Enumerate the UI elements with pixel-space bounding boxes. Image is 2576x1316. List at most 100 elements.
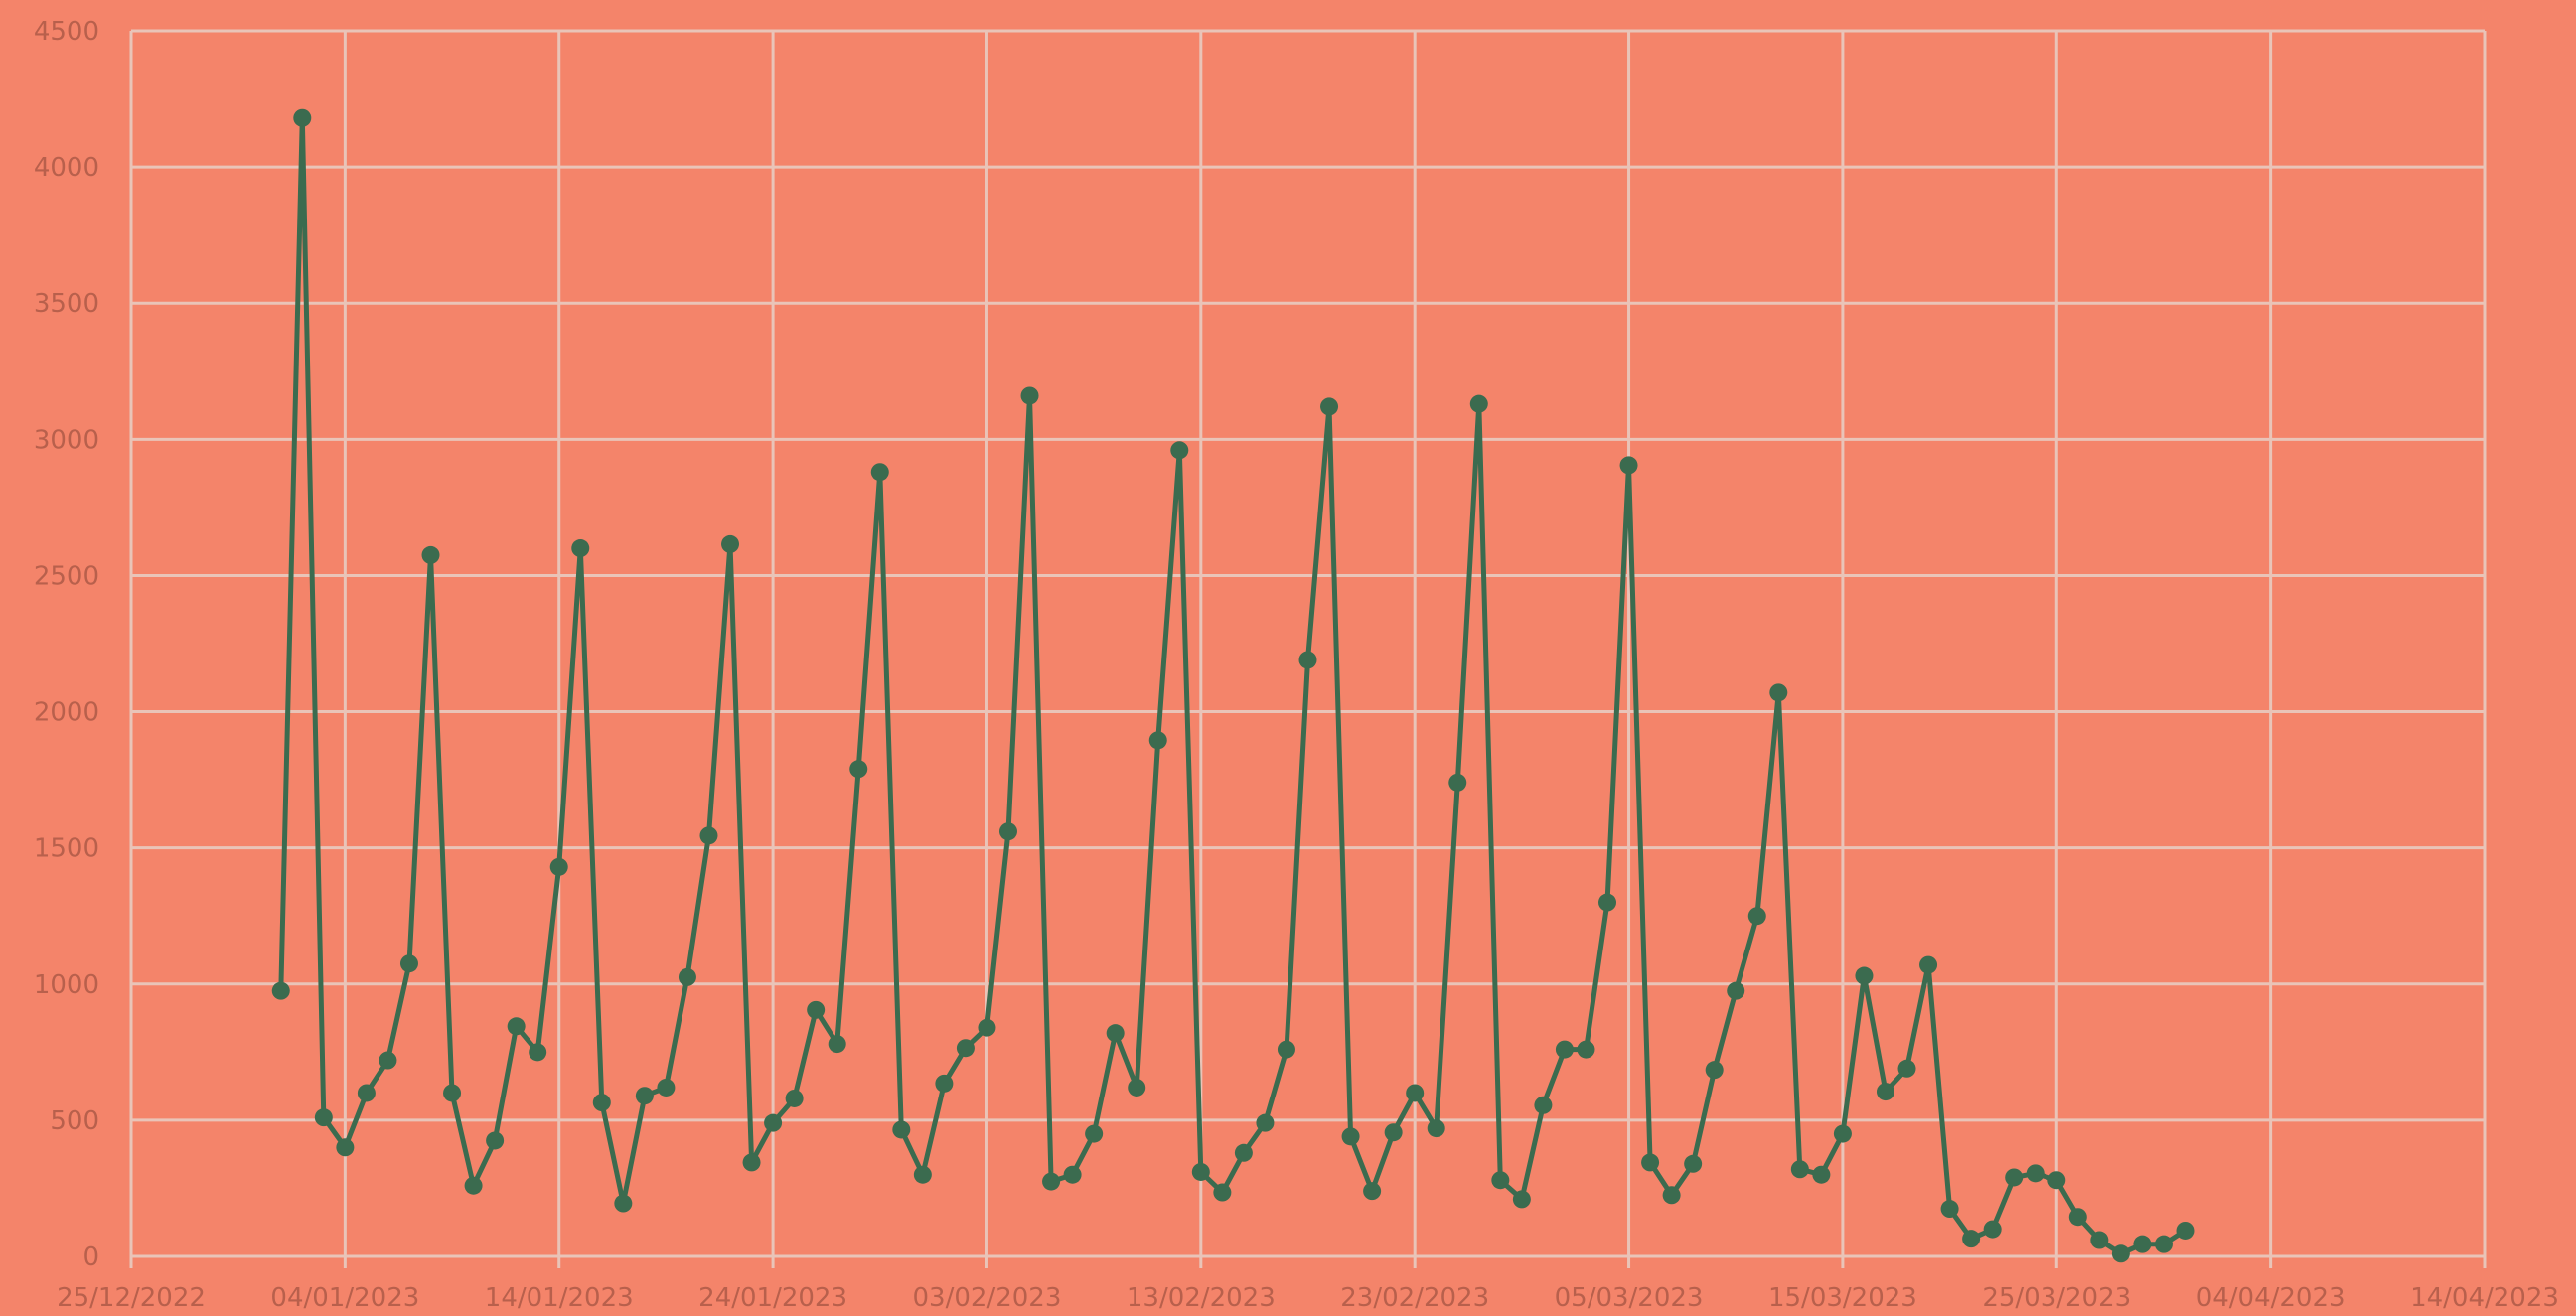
y-tick-label: 2000 [34, 698, 99, 728]
x-tick-label: 03/02/2023 [913, 1283, 1062, 1313]
point [421, 545, 440, 564]
point [1555, 1040, 1574, 1059]
point [1448, 773, 1467, 792]
point [635, 1087, 654, 1105]
point [1128, 1078, 1146, 1097]
point [935, 1074, 954, 1093]
x-tick-label: 15/03/2023 [1768, 1283, 1917, 1313]
x-tick-label: 04/04/2023 [2197, 1283, 2346, 1313]
point [1641, 1153, 1660, 1172]
point [807, 1000, 826, 1019]
point [998, 822, 1017, 841]
x-tick-label: 25/12/2022 [57, 1283, 206, 1313]
point [379, 1051, 397, 1070]
point [314, 1108, 333, 1127]
point [1234, 1143, 1253, 1162]
point [1812, 1165, 1831, 1184]
y-tick-label: 1500 [34, 834, 99, 864]
x-tick-label: 25/03/2023 [1982, 1283, 2131, 1313]
point [399, 954, 418, 973]
point [2133, 1235, 2152, 1253]
point [1833, 1124, 1852, 1143]
point [443, 1084, 462, 1102]
point [1020, 386, 1039, 405]
point [357, 1084, 376, 1102]
point [1983, 1220, 2002, 1239]
point [1919, 955, 1938, 974]
point [1577, 1040, 1595, 1059]
point [2176, 1221, 2195, 1240]
point [1148, 731, 1167, 750]
point [1727, 981, 1745, 1000]
point [1320, 397, 1339, 416]
point [1769, 683, 1788, 702]
point [1855, 966, 1874, 985]
point [978, 1018, 996, 1037]
y-tick-label: 2500 [34, 561, 99, 591]
point [1684, 1154, 1703, 1173]
x-tick-label: 24/01/2023 [698, 1283, 847, 1313]
point [657, 1078, 676, 1097]
point [614, 1194, 633, 1213]
point [721, 534, 740, 553]
point [1705, 1061, 1724, 1080]
point [764, 1113, 783, 1132]
y-tick-label: 500 [50, 1106, 99, 1136]
point [1662, 1186, 1681, 1205]
point [956, 1039, 975, 1058]
point [849, 760, 868, 779]
point [1406, 1084, 1425, 1102]
point [1598, 893, 1617, 912]
point [1085, 1124, 1104, 1143]
point [2090, 1231, 2109, 1249]
point [1063, 1165, 1082, 1184]
y-tick-label: 4500 [34, 17, 99, 47]
point [828, 1035, 846, 1054]
y-tick-label: 3500 [34, 289, 99, 319]
line [278, 115, 2187, 1256]
point [1790, 1160, 1809, 1179]
point [293, 108, 312, 127]
point [1534, 1096, 1553, 1114]
point [464, 1176, 483, 1195]
point [1363, 1182, 1382, 1201]
x-tick-label: 05/03/2023 [1555, 1283, 1704, 1313]
point [529, 1043, 547, 1062]
point [1427, 1119, 1445, 1138]
point [1876, 1083, 1894, 1101]
point [785, 1089, 804, 1107]
point [2005, 1168, 2024, 1187]
point [1940, 1200, 1959, 1219]
point [742, 1153, 761, 1172]
point [2047, 1171, 2066, 1190]
point [1298, 651, 1317, 669]
point [1469, 394, 1488, 413]
x-tick-label: 23/02/2023 [1340, 1283, 1489, 1313]
x-tick-label: 14/04/2023 [2410, 1283, 2559, 1313]
point [1512, 1190, 1531, 1209]
point [1619, 456, 1638, 475]
point [2111, 1244, 2130, 1263]
point [913, 1165, 932, 1184]
point [892, 1120, 911, 1139]
point [1042, 1172, 1061, 1191]
y-tick-label: 4000 [34, 153, 99, 183]
point [678, 967, 696, 986]
point [1341, 1127, 1360, 1146]
y-tick-label: 0 [82, 1243, 99, 1272]
y-tick-label: 1000 [34, 970, 99, 1000]
point [1170, 441, 1189, 460]
point [507, 1017, 526, 1036]
point [271, 981, 290, 1000]
x-tick-label: 04/01/2023 [270, 1283, 419, 1313]
point [486, 1131, 505, 1150]
point [1191, 1162, 1210, 1181]
point [571, 539, 590, 558]
point [2068, 1208, 2087, 1227]
point [699, 826, 718, 845]
point [2026, 1164, 2045, 1183]
point [870, 463, 889, 482]
point [1277, 1040, 1295, 1059]
x-tick-label: 13/02/2023 [1127, 1283, 1276, 1313]
